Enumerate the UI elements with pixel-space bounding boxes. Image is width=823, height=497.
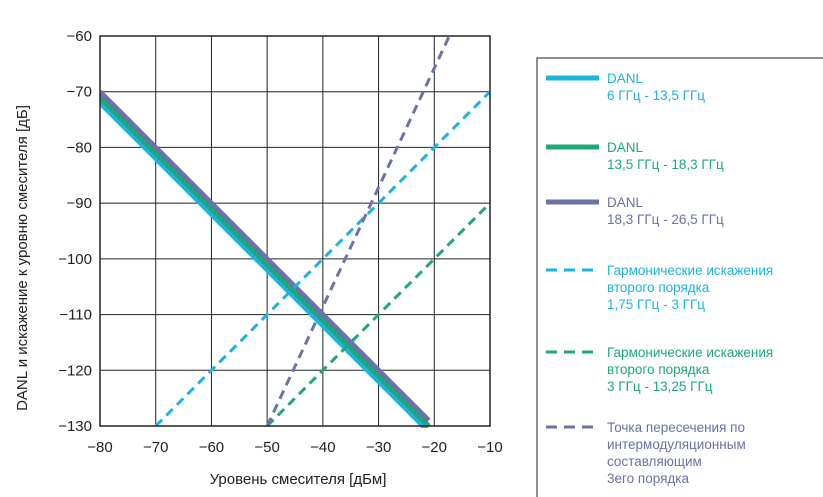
legend-label-6: составляющим — [607, 454, 702, 469]
legend-label-3: 18,3 ГГц - 26,5 ГГц — [607, 212, 724, 227]
legend: DANL 6 ГГц - 13,5 ГГц DANL 13,5 ГГц - 18,3 … — [536, 57, 823, 497]
series-line-3 — [100, 89, 431, 423]
x-axis-label: Уровень смесителя [дБм] — [210, 471, 387, 488]
plot-area — [100, 36, 490, 426]
legend-label-4: 1,75 ГГц - 3 ГГц — [607, 297, 705, 312]
y-axis-label: DANL и искажение к уровню смесителя [дБ] — [14, 105, 31, 411]
legend-label-3: DANL — [607, 195, 644, 210]
legend-box — [536, 57, 823, 497]
series-line-1 — [100, 101, 429, 428]
y-tick-label: −100 — [58, 251, 92, 268]
legend-label-5: второго порядка — [607, 362, 710, 377]
y-tick-label: −120 — [58, 362, 92, 379]
series-line-5 — [266, 202, 490, 428]
legend-label-6: интермодуляционным — [607, 437, 746, 452]
x-tick-label: −10 — [477, 439, 502, 456]
legend-label-1: 6 ГГц - 13,5 ГГц — [607, 88, 705, 103]
x-tick-label: −70 — [143, 439, 168, 456]
x-tick-label: −20 — [422, 439, 447, 456]
y-tick-label: −90 — [67, 195, 92, 212]
legend-label-1: DANL — [607, 71, 644, 86]
legend-label-4: второго порядка — [607, 280, 710, 295]
y-tick-labels: −60 −70 −80 −90 −100 −110 −120 −130 — [58, 28, 92, 435]
series-line-4 — [154, 90, 490, 428]
legend-label-2: DANL — [607, 140, 644, 155]
y-tick-label: −60 — [67, 28, 92, 45]
y-tick-label: −70 — [67, 84, 92, 101]
legend-label-6: 3его порядка — [607, 471, 689, 486]
x-tick-label: −80 — [87, 439, 112, 456]
legend-label-4: Гармонические искажения — [607, 263, 773, 278]
plot-frame — [99, 35, 491, 427]
series-line-2 — [100, 95, 431, 428]
series-line-6 — [265, 35, 451, 427]
series-group — [100, 35, 490, 428]
legend-label-2: 13,5 ГГц - 18,3 ГГц — [607, 157, 724, 172]
x-tick-labels: −80 −70 −60 −50 −40 −30 −20 −10 — [87, 439, 502, 456]
y-tick-label: −110 — [59, 307, 92, 324]
x-tick-label: −40 — [310, 439, 335, 456]
legend-label-5: Гармонические искажения — [607, 345, 773, 360]
x-tick-label: −30 — [366, 439, 391, 456]
legend-label-6: Точка пересечения по — [607, 420, 745, 435]
y-tick-label: −80 — [67, 139, 92, 156]
legend-label-5: 3 ГГц - 13,25 ГГц — [607, 379, 713, 394]
y-tick-label: −130 — [58, 418, 92, 435]
x-tick-label: −50 — [254, 439, 279, 456]
x-tick-label: −60 — [199, 439, 224, 456]
